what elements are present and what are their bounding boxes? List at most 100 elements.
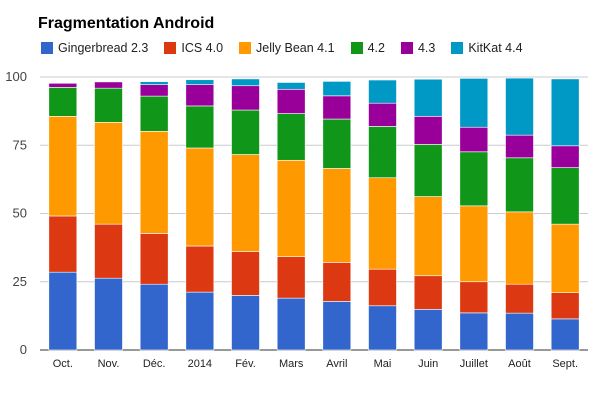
- bar-segment-jelly-bean-4-1: [368, 177, 397, 270]
- bar-segment-ics-4-0: [185, 245, 215, 293]
- bar-stack-ao-t: [505, 77, 534, 351]
- bar-segment-ics-4-0: [505, 283, 534, 314]
- bar-segment-4-2: [139, 95, 169, 132]
- bar-segment-4-2: [276, 113, 306, 161]
- bar-segment-4-2: [48, 87, 78, 117]
- bar-segment-4-2: [413, 144, 443, 197]
- bar-segment-kitkat-4-4: [322, 81, 352, 97]
- legend-swatch: [164, 42, 177, 54]
- bar-segment-jelly-bean-4-1: [413, 196, 443, 277]
- bar-stack-juin: [413, 78, 443, 351]
- bar-segment-gingerbread-2-3: [139, 283, 169, 351]
- legend-item-ics-4-0: ICS 4.0: [164, 41, 223, 55]
- bar-segment-jelly-bean-4-1: [505, 211, 534, 285]
- legend-item-gingerbread-2-3: Gingerbread 2.3: [41, 41, 148, 55]
- bar-stack-oct: [48, 82, 78, 351]
- x-tick-label: Nov.: [98, 358, 120, 370]
- bar-segment-gingerbread-2-3: [276, 297, 306, 351]
- bar-segment-4-3: [185, 84, 215, 107]
- bar-segment-jelly-bean-4-1: [322, 168, 352, 263]
- bar-segment-ics-4-0: [413, 275, 443, 310]
- bar-segment-kitkat-4-4: [459, 78, 489, 128]
- bar-segment-ics-4-0: [94, 223, 123, 279]
- bar-segment-gingerbread-2-3: [505, 312, 534, 351]
- chart-title: Fragmentation Android: [38, 15, 215, 32]
- bar-stack-juillet: [459, 78, 489, 351]
- x-tick-label: Août: [508, 358, 531, 370]
- bar-segment-kitkat-4-4: [231, 78, 260, 87]
- bar-segment-jelly-bean-4-1: [139, 131, 169, 234]
- bar-segment-4-3: [459, 126, 489, 153]
- bar-stack-avril: [322, 81, 352, 351]
- bar-segment-4-3: [505, 134, 534, 159]
- bar-segment-ics-4-0: [459, 281, 489, 314]
- legend-swatch: [451, 42, 464, 54]
- bar-segment-jelly-bean-4-1: [48, 116, 78, 217]
- x-tick-label: Juin: [418, 358, 438, 370]
- bar-segment-kitkat-4-4: [368, 79, 397, 104]
- bar-segment-ics-4-0: [368, 268, 397, 307]
- bar-segment-gingerbread-2-3: [48, 271, 78, 351]
- bar-segment-gingerbread-2-3: [550, 318, 580, 351]
- bar-segment-gingerbread-2-3: [231, 295, 260, 351]
- bar-segment-ics-4-0: [139, 233, 169, 285]
- bar-segment-gingerbread-2-3: [322, 301, 352, 351]
- bar-segment-gingerbread-2-3: [459, 312, 489, 351]
- y-tick-label: 25: [13, 274, 27, 289]
- legend-label: KitKat 4.4: [468, 41, 523, 55]
- bar-segment-jelly-bean-4-1: [231, 154, 260, 252]
- legend-item-kitkat-4-4: KitKat 4.4: [451, 41, 523, 55]
- bar-segment-4-2: [185, 105, 215, 149]
- legend-label: Jelly Bean 4.1: [256, 41, 335, 55]
- legend-item-4-3: 4.3: [400, 41, 436, 55]
- legend-label: 4.3: [417, 41, 436, 55]
- bar-segment-4-3: [413, 116, 443, 145]
- bar-segment-ics-4-0: [276, 256, 306, 299]
- bar-segment-4-2: [94, 87, 123, 123]
- bar-segment-ics-4-0: [550, 292, 580, 320]
- bar-segment-gingerbread-2-3: [368, 305, 397, 351]
- x-tick-label: Juillet: [460, 358, 488, 370]
- bar-segment-jelly-bean-4-1: [276, 159, 306, 257]
- bar-stack-mars: [276, 82, 306, 351]
- bar-segment-4-2: [505, 157, 534, 213]
- bar-stack-mai: [368, 79, 397, 351]
- bar-segment-4-2: [550, 167, 580, 225]
- bar-segment-kitkat-4-4: [185, 79, 215, 85]
- legend-swatch: [350, 42, 363, 54]
- bar-segment-gingerbread-2-3: [94, 277, 123, 351]
- bar-stack-d-c: [139, 81, 169, 351]
- y-tick-label: 0: [20, 342, 27, 357]
- bar-segment-gingerbread-2-3: [185, 291, 215, 351]
- x-tick-label: Déc.: [143, 358, 166, 370]
- legend: Gingerbread 2.3 ICS 4.0 Jelly Bean 4.1 4.2 4…: [41, 41, 539, 55]
- y-tick-label: 50: [13, 206, 27, 221]
- bar-segment-kitkat-4-4: [550, 78, 580, 147]
- bar-segment-kitkat-4-4: [505, 77, 534, 136]
- bar-segment-4-2: [322, 118, 352, 169]
- bar-segment-ics-4-0: [231, 251, 260, 296]
- x-tick-label: Avril: [326, 358, 347, 370]
- bar-segment-4-2: [231, 109, 260, 155]
- bar-segment-kitkat-4-4: [413, 78, 443, 117]
- bar-segment-4-3: [231, 85, 260, 111]
- bar-stack-f-v: [231, 78, 260, 351]
- bar-segment-jelly-bean-4-1: [94, 122, 123, 225]
- bar-segment-kitkat-4-4: [139, 81, 169, 85]
- legend-swatch: [239, 42, 252, 54]
- bar-segment-4-3: [550, 145, 580, 168]
- x-tick-label: 2014: [188, 358, 212, 370]
- bar-stack-2014: [185, 79, 215, 351]
- legend-swatch: [41, 42, 53, 54]
- bar-segment-ics-4-0: [48, 215, 78, 273]
- bar-segment-jelly-bean-4-1: [185, 147, 215, 247]
- bar-segment-4-3: [94, 81, 123, 89]
- x-tick-label: Fév.: [235, 358, 256, 370]
- bar-segment-4-3: [276, 88, 306, 114]
- bar-segment-4-3: [139, 84, 169, 97]
- legend-label: Gingerbread 2.3: [58, 41, 149, 55]
- x-tick-label: Mars: [279, 358, 304, 370]
- x-tick-label: Oct.: [53, 358, 73, 370]
- legend-label: ICS 4.0: [181, 41, 224, 55]
